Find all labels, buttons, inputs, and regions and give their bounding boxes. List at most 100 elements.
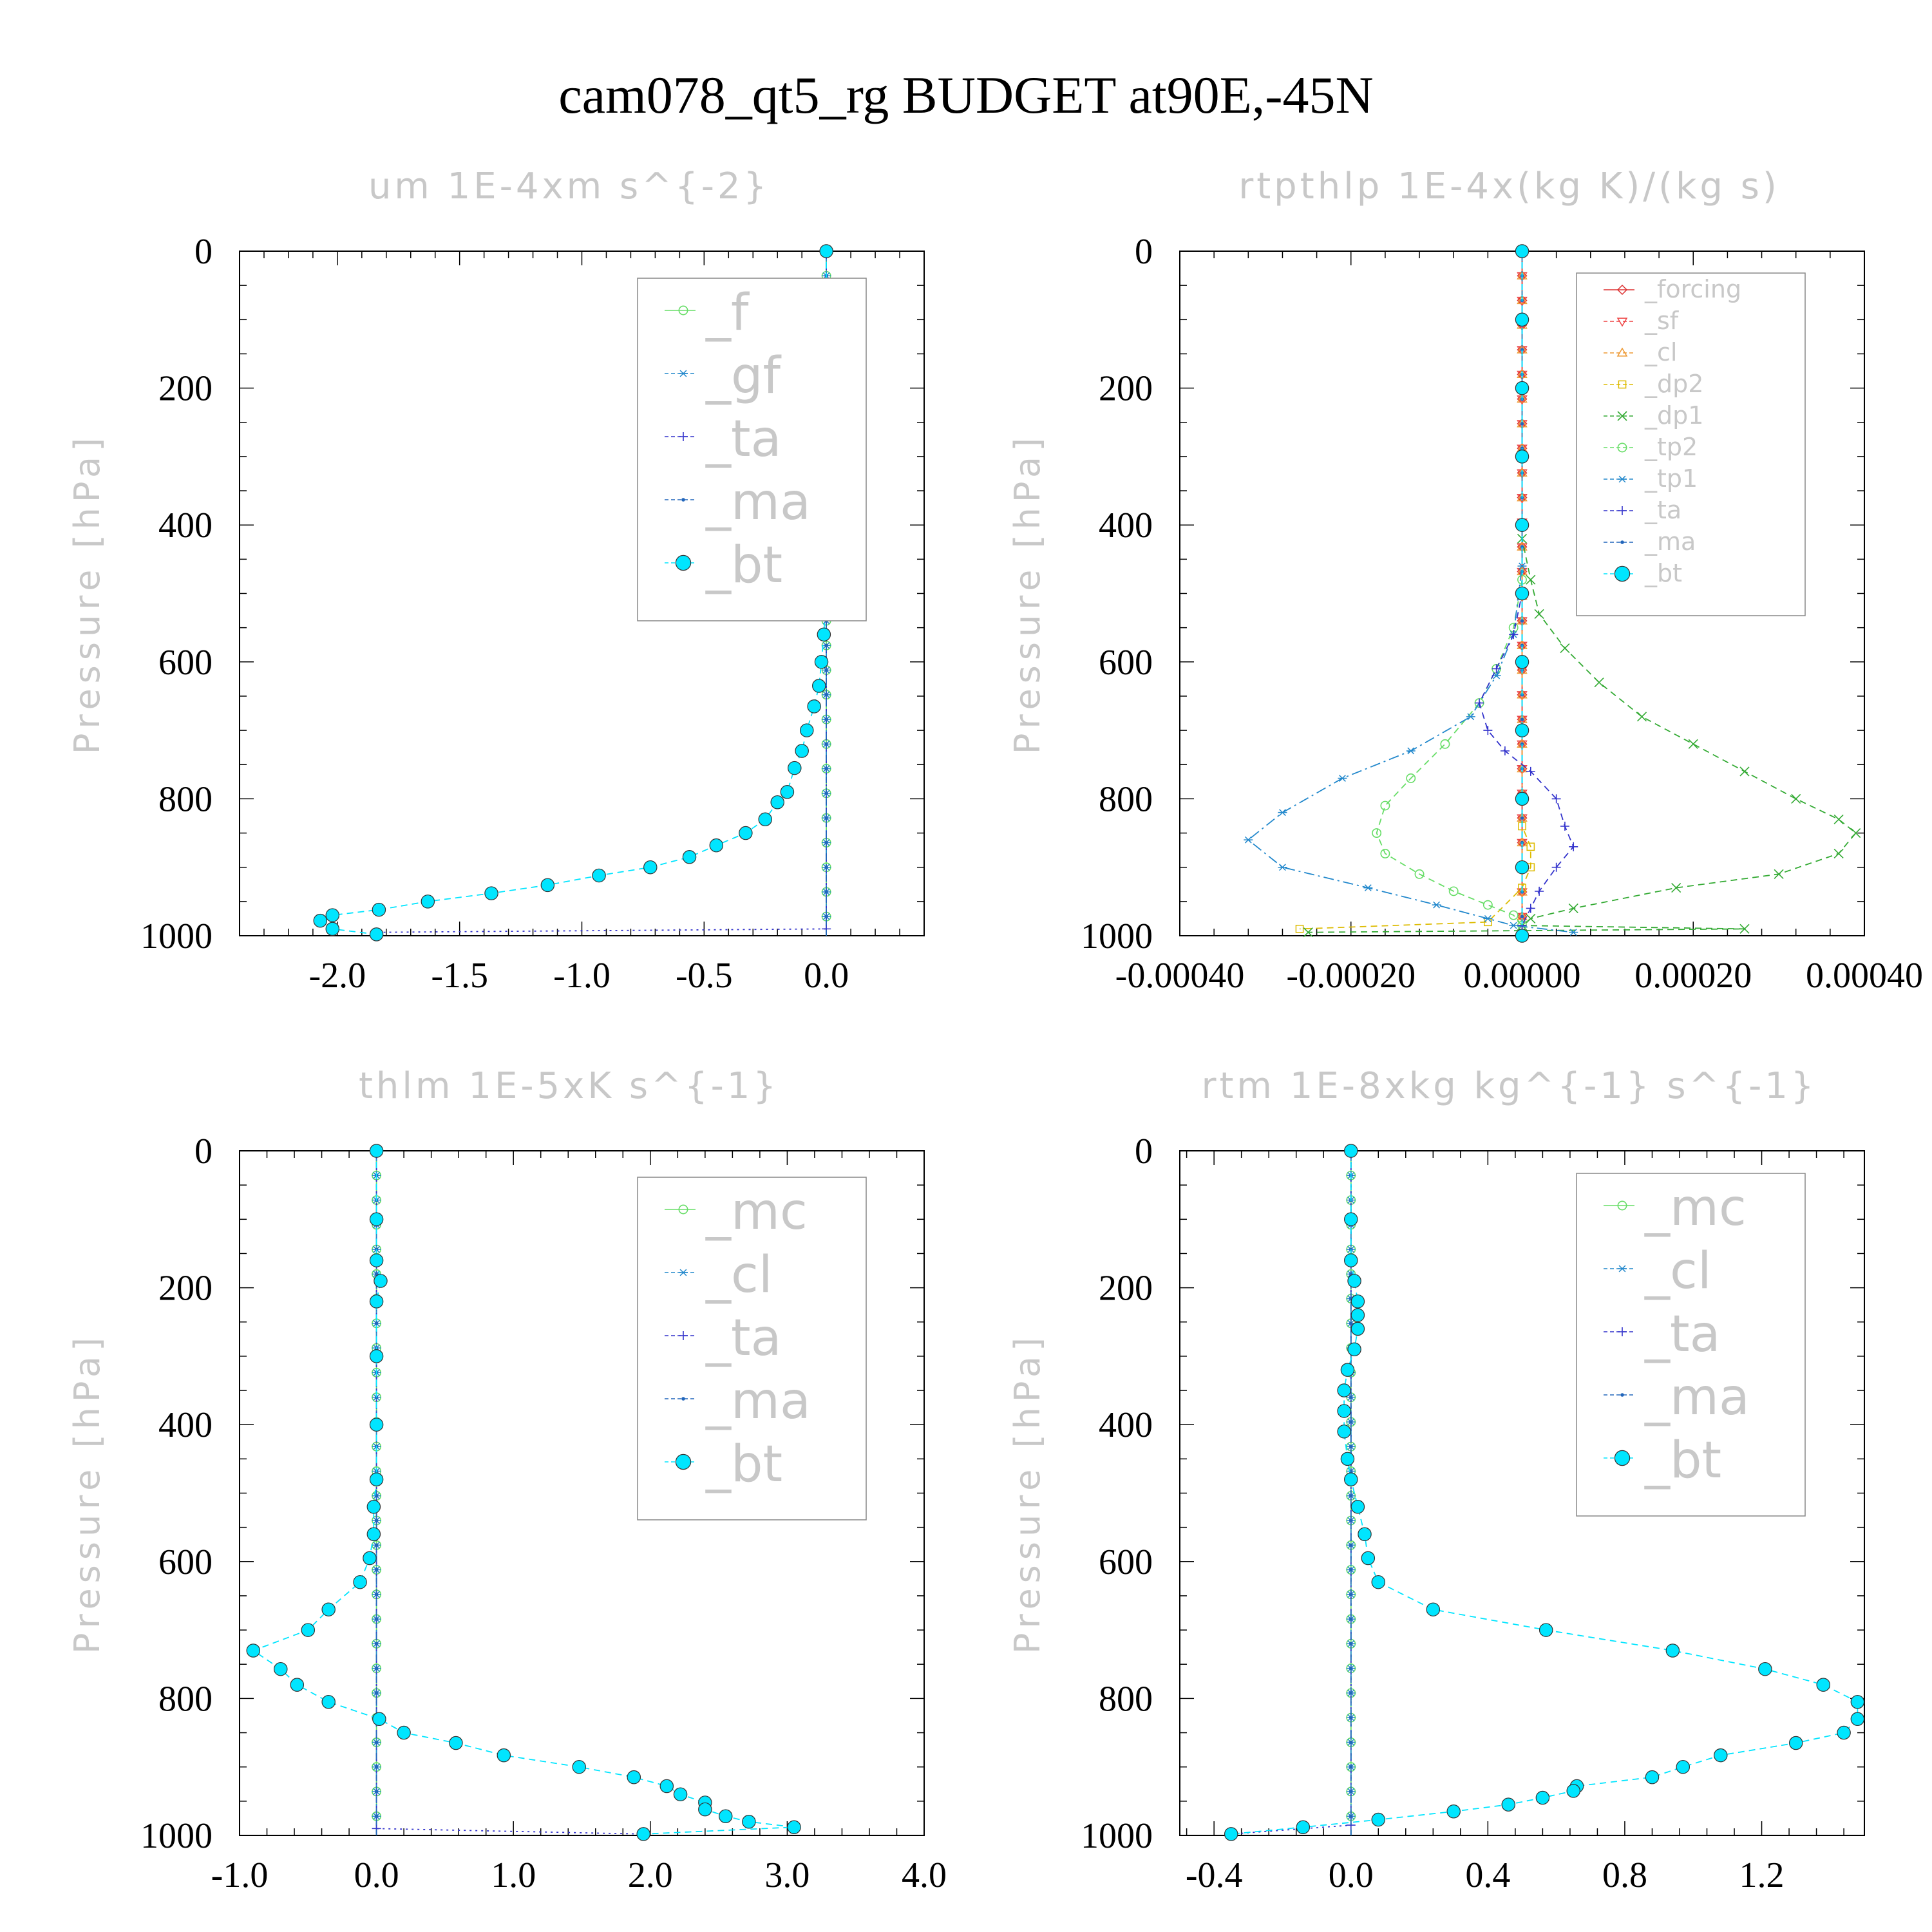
data-point xyxy=(1349,1740,1353,1745)
data-point xyxy=(321,1602,336,1616)
x-tick-label: -0.00040 xyxy=(1115,956,1245,996)
data-point xyxy=(1539,1623,1553,1637)
data-point xyxy=(1515,450,1530,464)
data-point xyxy=(1344,1472,1358,1486)
data-point xyxy=(824,914,828,919)
data-point xyxy=(770,795,784,810)
legend-swatch-marker xyxy=(678,1204,688,1215)
data-point xyxy=(1440,739,1450,749)
data-point xyxy=(374,1493,379,1498)
legend-item: _f xyxy=(665,284,750,342)
legend-swatch-marker xyxy=(1618,475,1627,483)
data-point xyxy=(795,744,809,758)
data-point xyxy=(1676,1759,1690,1774)
y-tick-label: 600 xyxy=(158,1542,213,1582)
data-point xyxy=(1788,1736,1803,1750)
data-point xyxy=(1520,619,1524,623)
legend-item: _dp1 xyxy=(1604,401,1703,430)
data-point xyxy=(1515,791,1530,806)
data-point xyxy=(1295,925,1304,933)
legend-swatch-marker xyxy=(1618,506,1627,515)
legend-label: _tp2 xyxy=(1644,433,1698,461)
x-tick-label: -2.0 xyxy=(309,956,366,996)
data-point xyxy=(814,655,829,669)
data-point xyxy=(758,812,772,827)
data-point xyxy=(1406,773,1416,783)
series-tp2 xyxy=(1372,246,1527,931)
data-point xyxy=(1515,312,1530,327)
data-point xyxy=(1517,740,1528,750)
legend-item: _ta xyxy=(665,1309,781,1367)
data-point xyxy=(1837,1725,1851,1740)
series-bt xyxy=(246,1144,801,1841)
data-point xyxy=(1446,1804,1461,1819)
legend-swatch-marker xyxy=(679,1331,688,1340)
legend-label: _bt xyxy=(705,536,782,594)
legend-label: _ta xyxy=(705,410,781,468)
data-point xyxy=(1482,900,1493,910)
data-point xyxy=(1517,641,1528,651)
data-point xyxy=(497,1748,511,1763)
data-point xyxy=(1349,1790,1353,1794)
x-tick-label: 0.0 xyxy=(1329,1855,1374,1895)
x-tick-label: 0.00020 xyxy=(1634,956,1752,996)
y-tick-label: 0 xyxy=(194,1132,213,1171)
data-point xyxy=(1349,1444,1353,1449)
x-tick-label: 0.8 xyxy=(1602,1855,1647,1895)
data-point xyxy=(709,838,724,853)
y-tick-label: 200 xyxy=(158,1269,213,1309)
legend-item: _bt xyxy=(665,536,782,594)
y-axis-label: Pressure [hPa] xyxy=(1007,1332,1048,1654)
series-bt xyxy=(1515,244,1530,943)
data-point xyxy=(1406,747,1416,755)
data-point xyxy=(1363,884,1373,892)
data-point xyxy=(1515,381,1530,395)
legend-label: _ta xyxy=(1644,496,1681,524)
legend-item: _mc xyxy=(665,1183,808,1241)
panel-3: thlm 1E-5xK s^{-1} Pressure [hPa] 0 200 400 6… xyxy=(67,1065,947,1895)
y-tick-label: 800 xyxy=(1099,1679,1153,1719)
data-point xyxy=(325,908,340,922)
legend-label: _cl xyxy=(705,1246,773,1304)
data-point xyxy=(369,1294,384,1309)
legend-item: _ma xyxy=(1604,1368,1750,1426)
data-point xyxy=(301,1623,316,1637)
data-point xyxy=(739,826,753,840)
y-tick-label: 0 xyxy=(194,232,213,272)
data-point xyxy=(1739,923,1750,934)
data-point xyxy=(1688,739,1698,749)
y-tick-label: 1000 xyxy=(1081,1816,1153,1856)
data-point xyxy=(1432,901,1441,909)
x-tick-label: 0.00040 xyxy=(1806,956,1923,996)
data-point xyxy=(742,1814,756,1829)
data-point xyxy=(1551,862,1561,872)
legend-swatch-marker xyxy=(675,1454,692,1470)
y-tick-label: 400 xyxy=(1099,1405,1153,1445)
legend-swatch-marker xyxy=(1614,565,1631,582)
y-tick-label: 0 xyxy=(1135,1132,1153,1171)
legend-item: _cl xyxy=(1604,1242,1712,1300)
y-axis-label: Pressure [hPa] xyxy=(67,433,108,754)
legend-label: _ma xyxy=(705,473,811,531)
data-point xyxy=(246,1643,261,1658)
data-point xyxy=(1303,927,1313,938)
data-point xyxy=(1349,1395,1353,1399)
data-point xyxy=(824,742,828,746)
legend-item: _ma xyxy=(665,473,811,531)
legend-label: _f xyxy=(705,284,750,342)
legend-swatch-marker xyxy=(678,305,688,316)
data-point xyxy=(824,840,828,845)
data-point xyxy=(824,816,828,820)
x-tick-label: -1.0 xyxy=(211,1855,269,1895)
data-point xyxy=(1337,1425,1351,1439)
y-tick-label: 800 xyxy=(158,1679,213,1719)
data-point xyxy=(369,1253,384,1267)
legend-item: _bt xyxy=(1604,1432,1721,1490)
data-point xyxy=(1371,1575,1386,1589)
data-point xyxy=(374,1617,379,1621)
data-point xyxy=(1492,664,1501,674)
legend-label: _cl xyxy=(1644,1242,1712,1300)
legend-item: _sf xyxy=(1604,307,1680,335)
data-point xyxy=(1526,574,1536,585)
y-tick-label: 400 xyxy=(158,506,213,545)
